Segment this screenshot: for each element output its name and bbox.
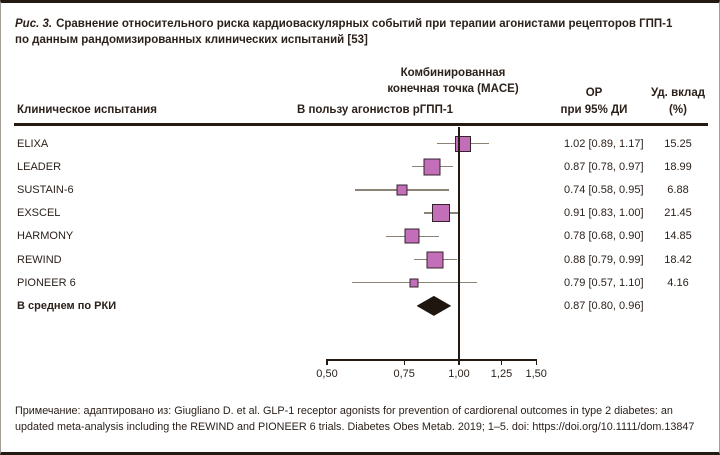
caption-line1: Сравнение относительного риска кардиовас… — [56, 18, 673, 30]
or-square — [426, 251, 444, 268]
or-value: 0.87 [0.80, 0.96] — [564, 299, 644, 312]
weight-value: 4.16 — [667, 276, 689, 289]
weight-value: 15.25 — [664, 137, 692, 150]
or-value: 0.78 [0.68, 0.90] — [564, 230, 644, 243]
axis-line — [326, 359, 537, 361]
axis-tick-label: 1,25 — [490, 368, 513, 380]
axis-tick — [500, 359, 503, 365]
or-square — [396, 184, 408, 196]
summary-diamond — [416, 295, 452, 316]
axis-tick — [326, 359, 328, 365]
axis-tick — [458, 359, 460, 365]
axis-tick-label: 0,50 — [316, 368, 338, 380]
or-value: 0.79 [0.57, 1.10] — [564, 276, 644, 289]
or-value: 1.02 [0.89, 1.17] — [564, 137, 644, 150]
caption-prefix: Рис. 3. — [15, 18, 53, 30]
trial-label: ELIXA — [17, 137, 49, 150]
axis-tick — [403, 359, 405, 365]
or-square — [409, 278, 419, 288]
weight-value: 18.42 — [664, 253, 692, 266]
reference-line — [458, 127, 460, 360]
column-header-trial: Клиническое испытания — [17, 104, 157, 116]
endpoint-header-line2: конечная точка (MACE) — [387, 83, 519, 95]
forest-plot: ELIXA 1.02 [0.89, 1.17] 15.25 LEADER 0.87 [0… — [1, 3, 719, 452]
trial-label: PIONEER 6 — [17, 276, 76, 289]
trial-label: LEADER — [17, 160, 62, 173]
column-header-weight-line2: (%) — [669, 104, 687, 116]
axis-tick-label: 1,50 — [525, 368, 547, 380]
column-header-or-line1: ОР — [585, 87, 603, 99]
or-square — [404, 228, 420, 244]
or-value: 0.87 [0.78, 0.97] — [564, 160, 644, 173]
trial-label: SUSTAIN-6 — [17, 183, 74, 196]
trial-label: В среднем по РКИ — [17, 299, 117, 312]
weight-value: 14.85 — [664, 230, 692, 243]
trial-label: REWIND — [17, 253, 62, 266]
or-value: 0.88 [0.79, 0.99] — [564, 253, 644, 266]
or-square — [454, 135, 471, 152]
column-header-weight-line1: Уд. вклад — [650, 87, 706, 99]
or-value: 0.74 [0.58, 0.95] — [564, 183, 644, 196]
axis-tick-label: 1,00 — [448, 368, 470, 380]
column-header-favors: В пользу агонистов рГПП-1 — [296, 104, 454, 116]
weight-value: 18.99 — [664, 160, 692, 173]
or-square — [423, 158, 441, 176]
figure-note: Примечание: адаптировано из: Giugliano D… — [15, 404, 707, 435]
trial-label: HARMONY — [17, 230, 74, 243]
endpoint-header-line1: Комбинированная — [400, 67, 506, 79]
or-square — [432, 204, 451, 223]
axis-tick-label: 0,75 — [393, 368, 415, 380]
weight-value: 6.88 — [667, 183, 689, 196]
weight-value: 21.45 — [664, 207, 692, 220]
caption-line2: по данным рандомизированных клинических … — [15, 33, 368, 46]
column-header-or-line2: при 95% ДИ — [560, 104, 628, 116]
header-divider — [14, 123, 708, 126]
note-line1: Примечание: адаптировано из: Giugliano D… — [15, 405, 673, 417]
trial-label: EXSCEL — [17, 207, 61, 220]
figure-caption: Рис. 3. Сравнение относительного риска ка… — [15, 17, 705, 48]
axis-tick — [535, 359, 537, 365]
note-line2: updated meta-analysis including the REWI… — [15, 420, 695, 433]
or-value: 0.91 [0.83, 1.00] — [564, 207, 644, 220]
